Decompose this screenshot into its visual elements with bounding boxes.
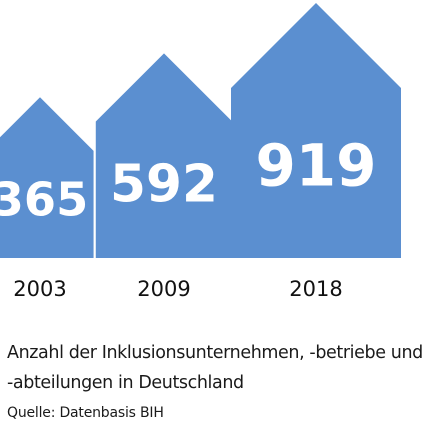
category-label-2018: 2018 bbox=[289, 277, 342, 301]
category-label-2003: 2003 bbox=[13, 277, 66, 301]
house-bar-2009 bbox=[95, 53, 233, 258]
house-bar-2003 bbox=[0, 97, 94, 258]
house-chart: 365 2003 592 2009 919 2018 bbox=[0, 3, 401, 301]
chart-title: Anzahl der Inklusionsunternehmen, -betri… bbox=[7, 343, 423, 393]
chart-source: Quelle: Datenbasis BIH bbox=[7, 405, 164, 421]
value-label-2003: 365 bbox=[0, 173, 88, 227]
value-label-2009: 592 bbox=[110, 155, 218, 215]
house-bar-2018 bbox=[231, 3, 401, 258]
value-label-2018: 919 bbox=[255, 131, 376, 199]
category-label-2009: 2009 bbox=[137, 277, 190, 301]
